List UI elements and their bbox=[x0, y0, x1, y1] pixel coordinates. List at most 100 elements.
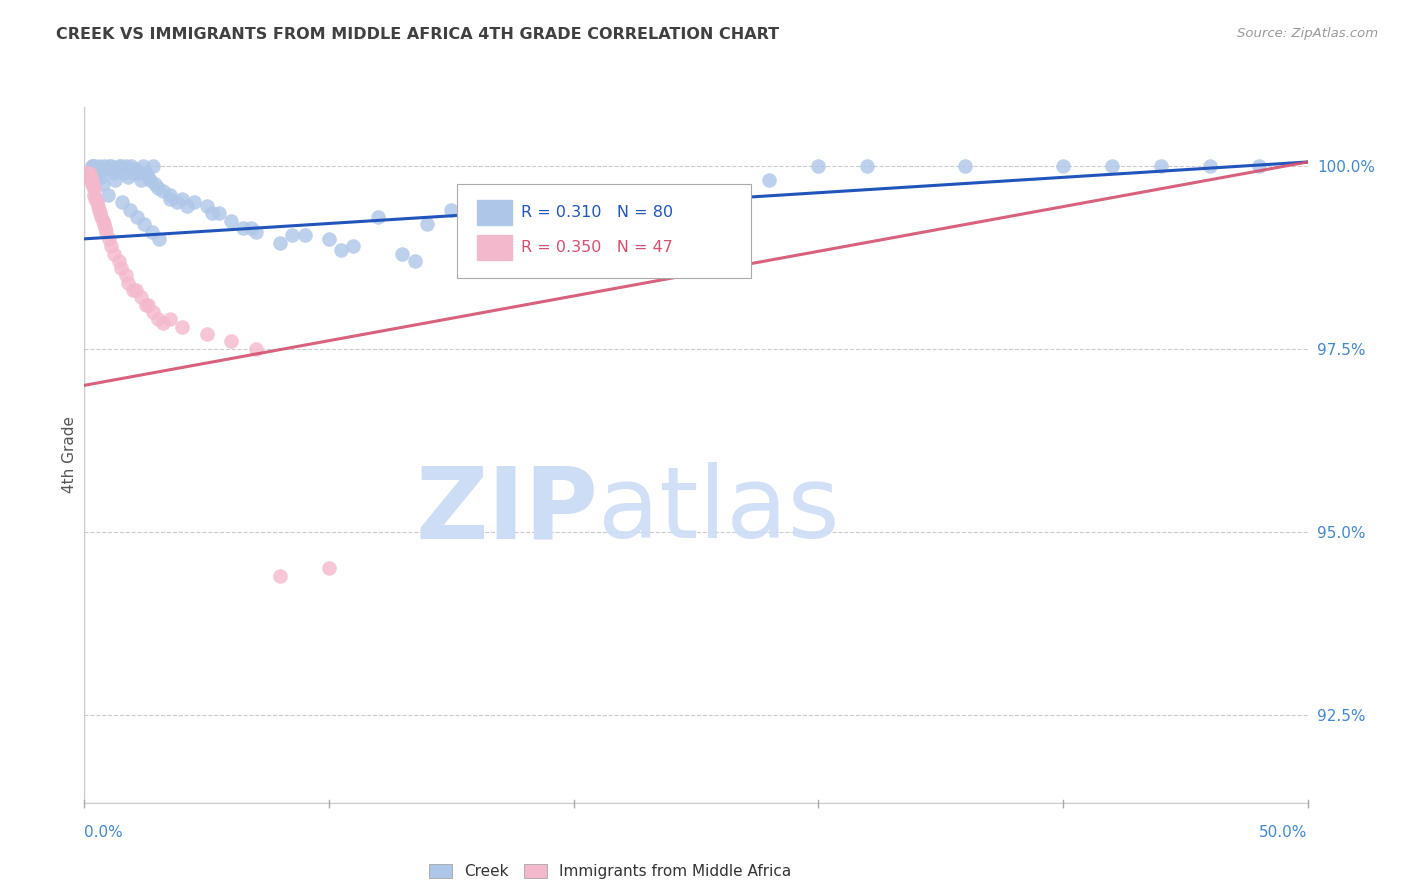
Point bbox=[125, 162, 148, 177]
Point bbox=[110, 261, 132, 276]
Point bbox=[318, 232, 340, 246]
Point bbox=[75, 169, 97, 184]
Point bbox=[166, 195, 188, 210]
Point bbox=[83, 182, 105, 196]
Point bbox=[93, 159, 115, 173]
Point bbox=[97, 159, 120, 173]
Point bbox=[807, 159, 830, 173]
Point bbox=[183, 195, 205, 210]
Point bbox=[77, 166, 100, 180]
Point bbox=[80, 171, 103, 186]
Point bbox=[195, 199, 218, 213]
Point bbox=[80, 159, 103, 173]
Point bbox=[489, 225, 512, 239]
Point bbox=[562, 195, 585, 210]
Point bbox=[404, 253, 426, 268]
Point bbox=[79, 169, 101, 184]
Point bbox=[416, 217, 439, 231]
Point bbox=[538, 217, 561, 231]
Point bbox=[94, 220, 117, 235]
Point bbox=[159, 188, 181, 202]
Point bbox=[122, 283, 145, 297]
Point bbox=[77, 166, 100, 180]
Point bbox=[83, 188, 105, 202]
Y-axis label: 4th Grade: 4th Grade bbox=[62, 417, 77, 493]
Point bbox=[107, 159, 129, 173]
FancyBboxPatch shape bbox=[457, 184, 751, 277]
Point bbox=[103, 166, 125, 180]
Text: CREEK VS IMMIGRANTS FROM MIDDLE AFRICA 4TH GRADE CORRELATION CHART: CREEK VS IMMIGRANTS FROM MIDDLE AFRICA 4… bbox=[56, 27, 779, 42]
Point bbox=[1198, 159, 1220, 173]
Point bbox=[172, 192, 194, 206]
Point bbox=[103, 246, 125, 260]
Point bbox=[90, 169, 112, 184]
Text: Source: ZipAtlas.com: Source: ZipAtlas.com bbox=[1237, 27, 1378, 40]
Point bbox=[97, 188, 120, 202]
Point bbox=[232, 220, 254, 235]
Point bbox=[105, 162, 128, 177]
Point bbox=[87, 199, 110, 213]
Point bbox=[75, 166, 97, 180]
Point bbox=[146, 312, 169, 326]
Text: 50.0%: 50.0% bbox=[1260, 825, 1308, 840]
Text: ZIP: ZIP bbox=[415, 462, 598, 559]
Point bbox=[82, 177, 104, 191]
Point bbox=[219, 334, 242, 349]
Text: R = 0.350   N = 47: R = 0.350 N = 47 bbox=[522, 240, 673, 255]
Point bbox=[100, 239, 122, 253]
FancyBboxPatch shape bbox=[477, 235, 513, 260]
Point bbox=[200, 206, 222, 220]
Point bbox=[367, 210, 389, 224]
Point bbox=[122, 166, 145, 180]
Point bbox=[953, 159, 976, 173]
Point bbox=[89, 206, 111, 220]
Point bbox=[96, 162, 118, 177]
Point bbox=[342, 239, 364, 253]
Point bbox=[612, 253, 634, 268]
Point bbox=[117, 169, 139, 184]
Point bbox=[77, 166, 100, 180]
Point bbox=[143, 177, 166, 191]
Point bbox=[318, 561, 340, 575]
Point bbox=[1101, 159, 1123, 173]
Point bbox=[93, 217, 115, 231]
Point bbox=[76, 168, 98, 182]
Point bbox=[111, 195, 134, 210]
Point bbox=[159, 312, 181, 326]
Point bbox=[97, 232, 120, 246]
Point bbox=[77, 169, 100, 184]
Point bbox=[86, 166, 108, 180]
Point bbox=[87, 202, 110, 217]
Point bbox=[82, 159, 104, 173]
Point bbox=[84, 192, 107, 206]
Point bbox=[219, 213, 242, 227]
Point bbox=[281, 228, 304, 243]
Point bbox=[172, 319, 194, 334]
Point bbox=[90, 210, 112, 224]
Point bbox=[118, 202, 141, 217]
Point bbox=[112, 166, 135, 180]
Point bbox=[269, 568, 291, 582]
Point bbox=[141, 225, 163, 239]
Point bbox=[134, 217, 156, 231]
Point bbox=[245, 225, 267, 239]
Point bbox=[269, 235, 291, 250]
Point bbox=[86, 195, 108, 210]
Point bbox=[330, 243, 353, 257]
Point bbox=[129, 173, 152, 187]
Point bbox=[132, 159, 155, 173]
Point bbox=[100, 159, 122, 173]
Point bbox=[136, 169, 159, 184]
Point bbox=[245, 342, 267, 356]
Point bbox=[104, 173, 127, 187]
Point bbox=[136, 298, 159, 312]
Point bbox=[294, 228, 316, 243]
Point bbox=[685, 188, 707, 202]
Point bbox=[239, 220, 262, 235]
Point bbox=[110, 159, 132, 173]
Point bbox=[856, 159, 879, 173]
Point bbox=[152, 184, 174, 198]
Point bbox=[1150, 159, 1173, 173]
Point bbox=[80, 173, 103, 187]
Point bbox=[125, 283, 148, 297]
